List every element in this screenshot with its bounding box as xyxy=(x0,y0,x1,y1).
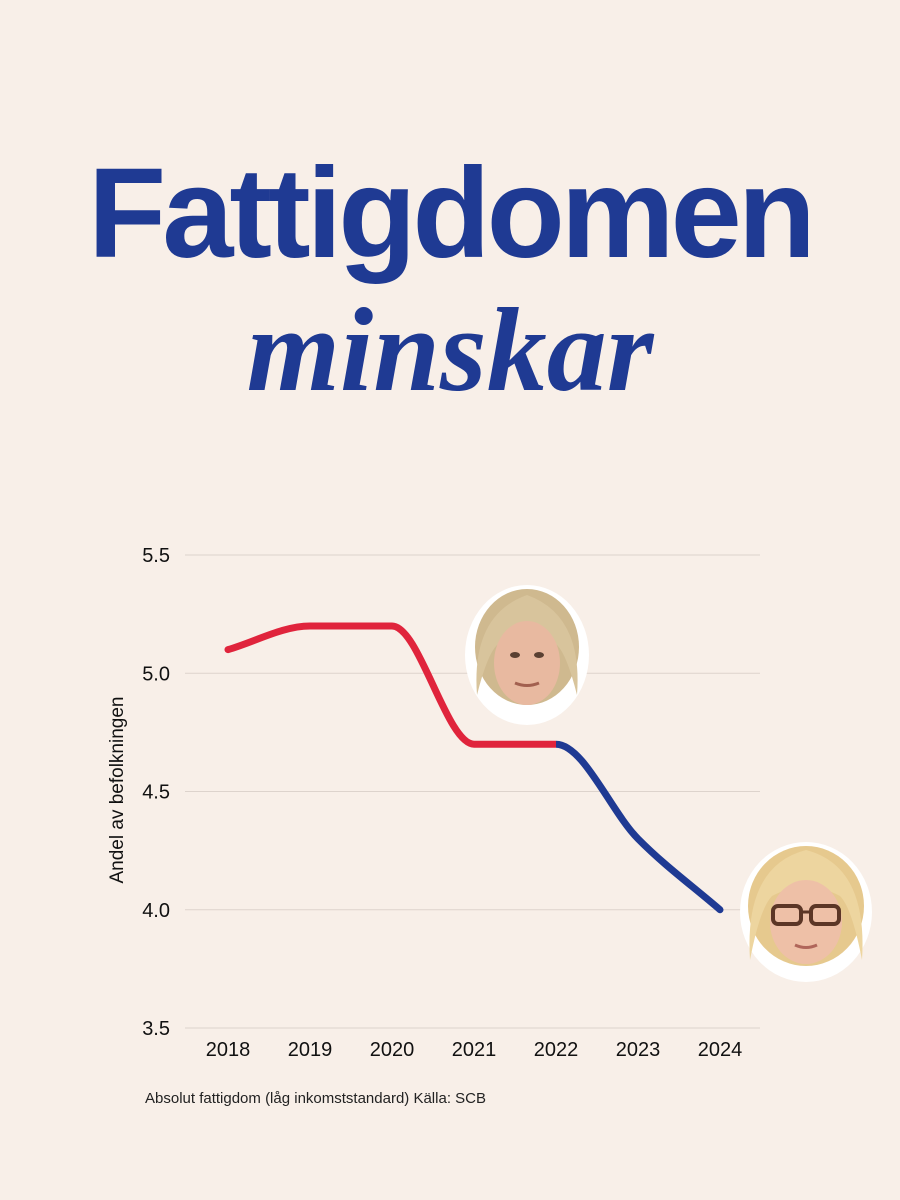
y-tick-label: 4.5 xyxy=(142,782,170,804)
series-line-after xyxy=(556,740,724,914)
portrait-photo-2 xyxy=(740,842,872,982)
x-tick-label: 2024 xyxy=(698,1039,743,1061)
series-line-before xyxy=(224,622,556,748)
gridlines xyxy=(185,554,760,1029)
chart-subtitle: minskar xyxy=(246,283,654,416)
x-tick-label: 2019 xyxy=(288,1039,333,1061)
series-lines xyxy=(224,622,724,914)
source-footnote: Absolut fattigdom (låg inkomststandard) … xyxy=(145,1090,486,1107)
x-tick-label: 2018 xyxy=(206,1039,251,1061)
y-tick-label: 5.5 xyxy=(142,545,170,567)
x-tick-label: 2021 xyxy=(452,1039,497,1061)
x-tick-label: 2022 xyxy=(534,1039,579,1061)
x-tick-label: 2020 xyxy=(370,1039,415,1061)
y-tick-label: 3.5 xyxy=(142,1018,170,1040)
y-tick-label: 4.0 xyxy=(142,900,170,922)
y-axis-label: Andel av befolkningen xyxy=(107,697,128,884)
portrait-photo-1 xyxy=(465,585,589,725)
x-tick-label: 2023 xyxy=(616,1039,661,1061)
y-tick-label: 5.0 xyxy=(142,663,170,685)
x-tick-labels: 2018 2019 2020 2021 2022 2023 2024 xyxy=(206,1039,743,1061)
chart-title: Fattigdomen xyxy=(88,142,816,285)
y-tick-labels: 3.5 4.0 4.5 5.0 5.5 xyxy=(142,545,170,1040)
